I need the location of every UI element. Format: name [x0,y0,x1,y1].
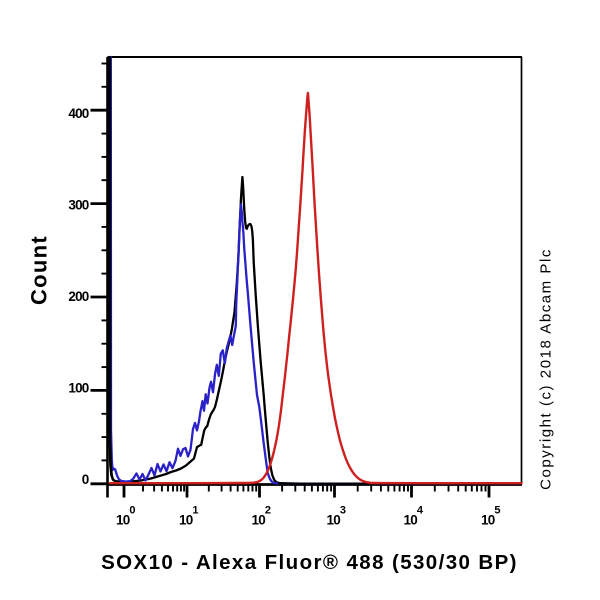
svg-text:100: 100 [68,381,88,396]
svg-text:SOX10 - Alexa Fluor® 488 (530/: SOX10 - Alexa Fluor® 488 (530/30 BP) [101,551,518,574]
svg-text:Copyright (c) 2018 Abcam Plc: Copyright (c) 2018 Abcam Plc [538,248,555,490]
svg-text:300: 300 [68,198,88,213]
svg-text:0: 0 [82,472,89,487]
svg-text:200: 200 [68,289,88,304]
svg-text:400: 400 [68,106,88,121]
svg-text:Count: Count [27,235,52,305]
